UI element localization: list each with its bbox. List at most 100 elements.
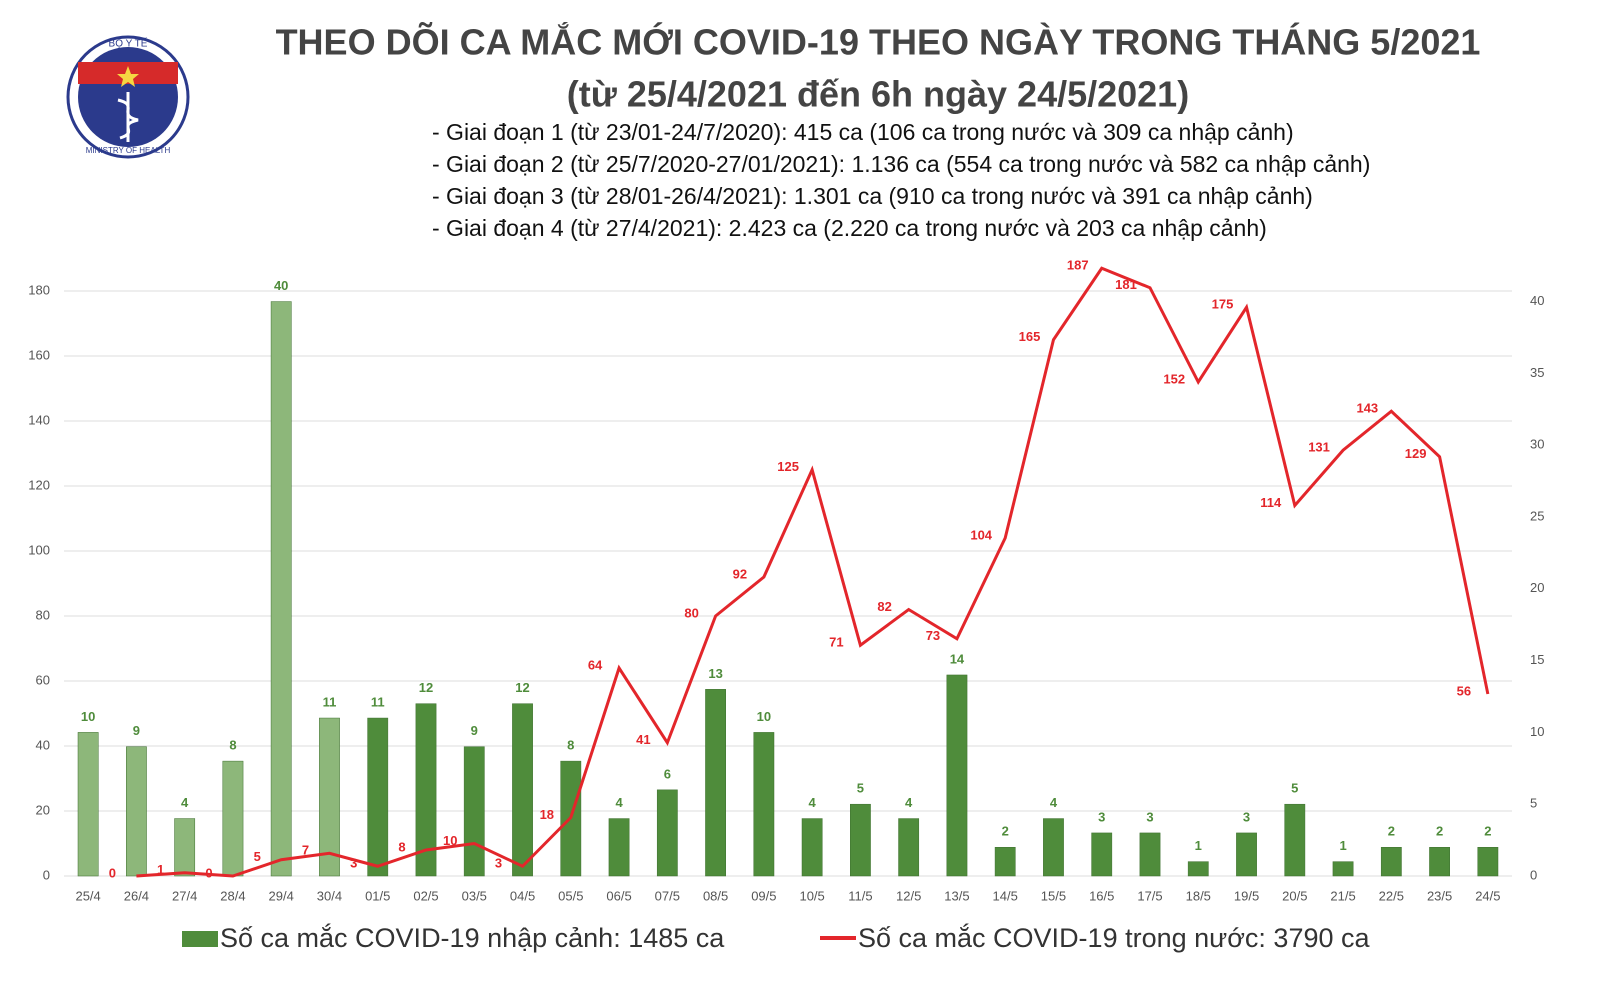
line-value-label: 92 (733, 566, 747, 581)
x-tick-label: 03/5 (462, 888, 487, 903)
y-tick-label: 180 (28, 282, 50, 297)
x-tick-label: 05/5 (558, 888, 583, 903)
bar (1284, 803, 1306, 877)
line-value-label: 125 (777, 459, 799, 474)
bar (1187, 861, 1209, 877)
bar (946, 674, 968, 877)
x-tick-label: 23/5 (1427, 888, 1452, 903)
bar (850, 803, 871, 877)
y2-tick-label: 5 (1530, 796, 1537, 811)
line (136, 266, 1490, 878)
bar (994, 847, 1016, 877)
bar-value-label: 3 (1243, 809, 1250, 824)
legend-label: Số ca mắc COVID-19 nhập cảnh: 1485 ca (220, 922, 725, 953)
x-tick-label: 11/5 (848, 888, 872, 903)
y-tick-label: 100 (28, 542, 50, 557)
bar (367, 717, 389, 877)
y-tick-label: 20 (36, 802, 50, 817)
y-tick-label: 40 (36, 737, 50, 752)
x-tick-label: 25/4 (75, 888, 100, 903)
line-value-label: 7 (302, 843, 309, 858)
line-value-label: 64 (588, 657, 603, 672)
line-value-label: 3 (350, 856, 357, 871)
x-tick-label: 18/5 (1186, 888, 1211, 903)
note: - Giai đoạn 1 (từ 23/01-24/7/2020): 415 … (432, 119, 1294, 145)
bar-value-label: 1 (1195, 838, 1202, 853)
line-value-label: 18 (540, 807, 554, 822)
line-value-label: 41 (636, 732, 650, 747)
bar-value-label: 3 (1146, 809, 1153, 824)
line-value-label: 0 (109, 865, 116, 880)
y2-tick-label: 10 (1530, 724, 1544, 739)
x-tick-label: 19/5 (1234, 888, 1259, 903)
line-value-label: 8 (398, 839, 405, 854)
y-tick-label: 0 (43, 867, 50, 882)
bar (705, 689, 726, 877)
bar-value-label: 4 (181, 795, 189, 810)
line-value-label: 152 (1163, 371, 1185, 386)
line-value-label: 82 (877, 599, 891, 614)
note: - Giai đoạn 3 (từ 28/01-26/4/2021): 1.30… (432, 183, 1313, 209)
bar-value-label: 4 (809, 795, 817, 810)
x-tick-label: 02/5 (413, 888, 438, 903)
bar-value-label: 5 (857, 781, 864, 796)
bar (1091, 832, 1113, 877)
bar-value-label: 4 (1050, 795, 1058, 810)
x-tick-label: 08/5 (703, 888, 728, 903)
bar-value-label: 2 (1388, 824, 1395, 839)
bar (753, 732, 775, 877)
chart-title: THEO DÕI CA MẮC MỚI COVID-19 THEO NGÀY T… (276, 21, 1481, 63)
line-value-label: 131 (1308, 440, 1330, 455)
line-value-label: 104 (970, 527, 992, 542)
bar-value-label: 2 (1484, 824, 1491, 839)
y2-tick-label: 35 (1530, 365, 1544, 380)
bar-value-label: 14 (950, 651, 965, 666)
bar (126, 746, 147, 877)
y2-tick-label: 40 (1530, 293, 1544, 308)
x-tick-label: 17/5 (1137, 888, 1162, 903)
bar-value-label: 10 (81, 709, 95, 724)
x-tick-label: 07/5 (655, 888, 680, 903)
line-value-label: 80 (684, 605, 698, 620)
bar-value-label: 2 (1436, 824, 1443, 839)
bar-value-label: 8 (567, 738, 574, 753)
bar (801, 818, 823, 877)
line-value-label: 0 (205, 865, 212, 880)
bar (1043, 818, 1064, 877)
bar (77, 732, 99, 877)
bar (898, 818, 920, 877)
y2-tick-label: 25 (1530, 508, 1544, 523)
y2-tick-label: 0 (1530, 867, 1537, 882)
bar (1380, 847, 1402, 877)
chart-subtitle: (từ 25/4/2021 đến 6h ngày 24/5/2021) (567, 74, 1189, 115)
x-tick-label: 22/5 (1379, 888, 1404, 903)
bar (1139, 832, 1161, 877)
bar (1236, 832, 1257, 877)
y-tick-label: 140 (28, 412, 50, 427)
bar (656, 789, 678, 877)
bar-value-label: 1 (1339, 838, 1346, 853)
x-tick-label: 10/5 (799, 888, 824, 903)
line-value-label: 165 (1019, 329, 1041, 344)
x-tick-label: 14/5 (993, 888, 1018, 903)
bar (415, 703, 437, 877)
line-value-label: 1 (157, 862, 164, 877)
y-tick-label: 120 (28, 477, 50, 492)
y-tick-label: 80 (36, 607, 50, 622)
bar-value-label: 4 (615, 795, 623, 810)
bar-value-label: 3 (1098, 809, 1105, 824)
y2-tick-label: 30 (1530, 437, 1544, 452)
bar (222, 760, 244, 877)
y2-tick-label: 20 (1530, 580, 1544, 595)
bar (270, 301, 292, 877)
bar-value-label: 4 (905, 795, 913, 810)
x-tick-label: 13/5 (944, 888, 969, 903)
bar (608, 818, 630, 877)
legend-swatch (182, 931, 218, 947)
bar-value-label: 12 (419, 680, 433, 695)
y2-tick-label: 15 (1530, 652, 1544, 667)
bar (1332, 861, 1354, 877)
bar-value-label: 9 (133, 723, 140, 738)
x-tick-label: 20/5 (1282, 888, 1307, 903)
bar (1429, 847, 1450, 877)
